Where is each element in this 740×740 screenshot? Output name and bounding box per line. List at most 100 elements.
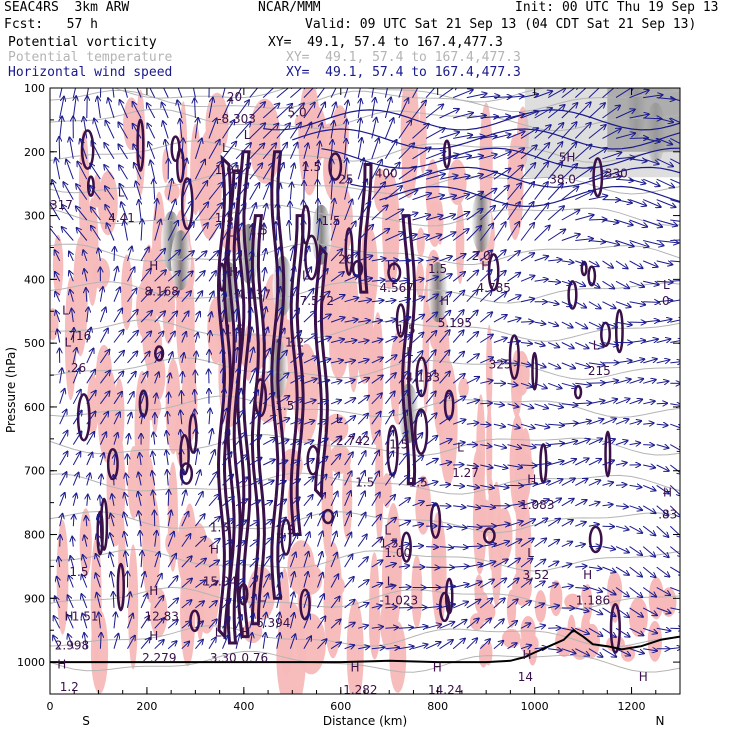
wind-vector [561,564,572,567]
pv-fill-patch [187,317,196,430]
wind-vector [439,394,451,405]
wind-vector [534,108,552,119]
wind-vector [235,203,245,221]
wind-vector [371,375,383,384]
wind-speed-contour [263,109,680,131]
wind-vector [113,392,122,405]
pv-contour [357,163,373,294]
wind-vector [643,465,655,468]
wind-vector [235,615,242,629]
wind-vector [507,165,523,180]
wind-vector [588,419,604,425]
extremum-label: H [639,670,648,684]
wind-vector [561,88,579,98]
wind-vector [317,123,323,139]
extremum-label: L [258,591,265,605]
wind-speed-contour [292,128,680,150]
wind-vector [62,205,74,221]
wind-vector [520,465,537,466]
wind-vector [575,479,587,486]
wind-vector [493,598,505,609]
wind-vector [575,362,590,367]
wind-vector [165,140,168,159]
wind-vector [643,484,655,490]
wind-vector [87,495,88,506]
y-tick-label: 700 [24,465,45,478]
wind-vector [547,362,560,368]
wind-vector [120,184,128,200]
wind-vector [493,465,508,468]
wind-vector [425,642,441,650]
wind-vector [479,250,492,262]
wind-vector [398,431,408,445]
wind-vector [344,275,359,282]
wind-vector [99,432,106,445]
wind-vector [86,412,96,425]
wind-vector [330,553,337,568]
wind-vector [575,191,593,201]
wind-vector [152,452,154,466]
wind-vector [480,506,495,508]
wind-vector [385,232,403,241]
wind-vector [120,100,128,119]
wind-vector [195,271,204,282]
wind-vector [425,459,438,466]
wind-vector [615,526,629,530]
wind-vector [547,105,564,119]
wind-vector [222,223,232,241]
wind-vector [398,167,416,180]
wind-vector [100,474,101,486]
wind-vector [277,203,278,221]
wind-vector [398,566,409,568]
extremum-label: 1.00 [384,546,411,560]
wind-vector [561,542,572,548]
wind-vector [70,290,73,302]
wind-vector [357,180,367,200]
wind-vector [91,207,101,221]
wind-vector [263,633,265,649]
wind-vector [222,452,232,466]
y-axis-label: Pressure (hPa) [4,347,18,433]
wind-vector [263,287,265,302]
wind-vector [357,225,373,241]
wind-vector [452,229,468,241]
wind-vector [371,647,385,648]
wind-vector [384,88,388,98]
wind-vector [317,512,324,527]
wind-vector [507,599,518,609]
wind-vector [113,412,120,425]
extremum-label: 15.04 [203,575,237,589]
extremum-label: H [227,230,236,244]
wind-vector [385,186,402,200]
wind-vector [534,343,545,346]
wind-vector [289,143,297,160]
wind-vector [643,423,654,424]
wind-vector [235,597,243,609]
wind-vector [147,124,156,139]
wind-vector [602,381,619,384]
wind-vector [181,391,182,404]
wind-vector [425,104,443,119]
wind-vector [615,419,629,425]
wind-vector [398,120,411,139]
wind-vector [154,552,160,568]
wind-vector [371,118,377,139]
wind-vector [128,434,130,445]
wind-vector [439,604,455,609]
wind-vector [385,586,395,588]
wind-vector [561,362,575,368]
wind-vector [643,320,659,322]
wind-vector [73,515,74,527]
wind-vector [507,383,518,385]
wind-vector [520,579,532,588]
wind-vector [141,551,142,568]
wind-vector [140,311,152,323]
wind-vector [208,140,220,160]
wind-vector [96,554,101,568]
wind-vector [289,572,294,588]
wind-vector [303,440,313,444]
wind-vector [128,592,131,608]
wind-vector [520,276,534,282]
theta-contour [50,108,680,132]
wind-vector [507,318,521,323]
